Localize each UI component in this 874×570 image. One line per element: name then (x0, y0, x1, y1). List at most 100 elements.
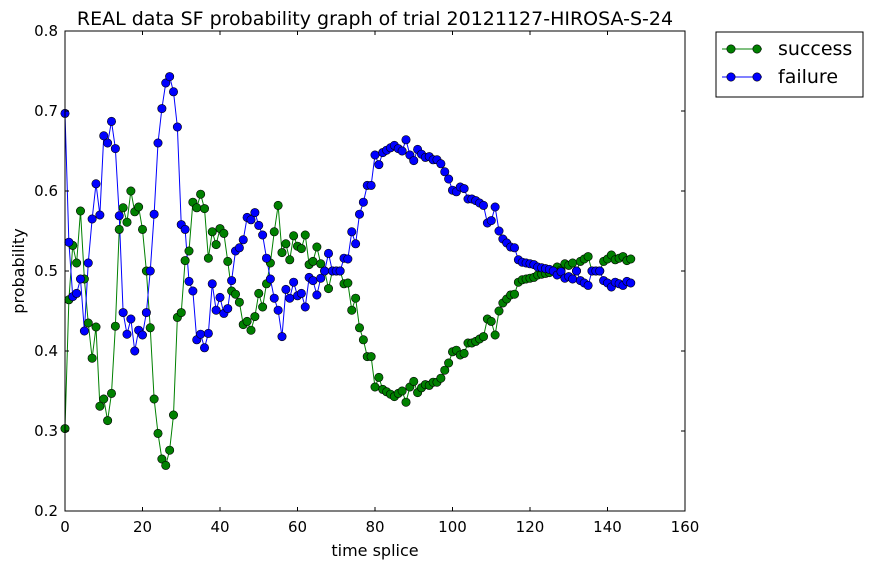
data-point-failure (354, 209, 364, 219)
data-point-failure (87, 214, 97, 224)
data-point-failure (91, 179, 101, 189)
data-point-success (436, 373, 446, 383)
data-point-failure (76, 274, 86, 284)
data-point-failure (509, 243, 519, 253)
data-point-success (440, 365, 450, 375)
data-point-failure (169, 87, 179, 97)
data-point-failure (246, 215, 256, 225)
data-point-failure (188, 286, 198, 296)
data-point-success (254, 288, 264, 298)
data-point-success (110, 321, 120, 331)
data-point-success (219, 228, 229, 238)
data-point-failure (343, 254, 353, 264)
data-point-success (126, 186, 136, 196)
chart-title: REAL data SF probability graph of trial … (77, 8, 673, 30)
legend-marker-success (752, 44, 762, 54)
data-point-failure (312, 290, 322, 300)
data-point-failure (571, 266, 581, 276)
data-point-success (138, 224, 148, 234)
x-axis: 0 20 40 60 80 100 120 140 160 (60, 31, 699, 536)
data-point-success (149, 394, 159, 404)
data-point-success (285, 255, 295, 265)
data-point-success (300, 230, 310, 240)
y-axis: 0.2 0.3 0.4 0.5 0.6 0.7 0.8 (34, 22, 685, 520)
x-tick-label: 120 (516, 518, 545, 536)
data-point-success (583, 252, 593, 262)
data-point-success (397, 386, 407, 396)
data-point-failure (95, 210, 105, 220)
data-point-failure (165, 72, 175, 82)
data-point-success (351, 293, 361, 303)
data-point-failure (277, 332, 287, 342)
data-point-failure (250, 208, 260, 218)
data-point-success (246, 325, 256, 335)
legend-box (715, 31, 864, 98)
data-point-failure (122, 329, 132, 339)
x-axis-title: time splice (331, 541, 418, 560)
data-point-failure (366, 180, 376, 190)
data-point-failure (110, 144, 120, 154)
y-tick-label: 0.7 (34, 102, 58, 120)
x-tick-label: 160 (671, 518, 700, 536)
data-point-failure (130, 346, 140, 356)
data-point-failure (409, 156, 419, 166)
data-point-success (76, 206, 86, 216)
data-point-failure (107, 116, 117, 126)
legend-label-failure: failure (778, 66, 838, 88)
data-point-failure (323, 248, 333, 258)
data-point-failure (478, 200, 488, 210)
legend-marker-failure (752, 72, 762, 82)
data-point-success (343, 278, 353, 288)
data-point-success (99, 394, 109, 404)
data-point-failure (215, 292, 225, 302)
data-point-success (165, 445, 175, 455)
data-point-failure (145, 266, 155, 276)
data-point-failure (440, 167, 450, 177)
data-point-failure (261, 253, 271, 263)
data-point-failure (436, 159, 446, 169)
data-point-failure (320, 266, 330, 276)
data-point-failure (444, 174, 454, 184)
data-point-success (281, 239, 291, 249)
y-tick-label: 0.8 (34, 22, 58, 40)
data-point-success (308, 256, 318, 266)
plot-markers (60, 72, 636, 470)
data-point-failure (138, 330, 148, 340)
data-point-failure (285, 293, 295, 303)
data-point-success (289, 231, 299, 241)
data-point-success (118, 203, 128, 213)
legend-marker-failure (726, 72, 736, 82)
data-point-success (366, 352, 376, 362)
data-point-failure (238, 235, 248, 245)
data-point-success (231, 289, 241, 299)
y-tick-label: 0.6 (34, 182, 58, 200)
data-point-failure (126, 314, 136, 324)
data-point-failure (308, 276, 318, 286)
data-point-failure (494, 226, 504, 236)
data-point-failure (281, 284, 291, 294)
data-point-success (169, 410, 179, 420)
data-point-failure (347, 227, 357, 237)
data-point-success (103, 416, 113, 426)
data-point-success (192, 203, 202, 213)
data-point-success (91, 322, 101, 332)
data-point-failure (223, 304, 233, 314)
data-point-failure (269, 293, 279, 303)
data-point-success (258, 302, 268, 312)
data-point-failure (296, 288, 306, 298)
data-point-failure (83, 258, 93, 268)
data-point-success (444, 358, 454, 368)
data-point-success (200, 204, 210, 214)
data-point-success (176, 308, 186, 318)
legend: success failure (715, 31, 864, 98)
data-point-success (509, 289, 519, 299)
data-point-failure (568, 274, 578, 284)
data-point-failure (486, 216, 496, 226)
data-point-success (153, 428, 163, 438)
data-point-success (296, 244, 306, 254)
data-point-failure (358, 197, 368, 207)
data-point-success (370, 382, 380, 392)
data-point-success (134, 202, 144, 212)
data-point-failure (227, 276, 237, 286)
